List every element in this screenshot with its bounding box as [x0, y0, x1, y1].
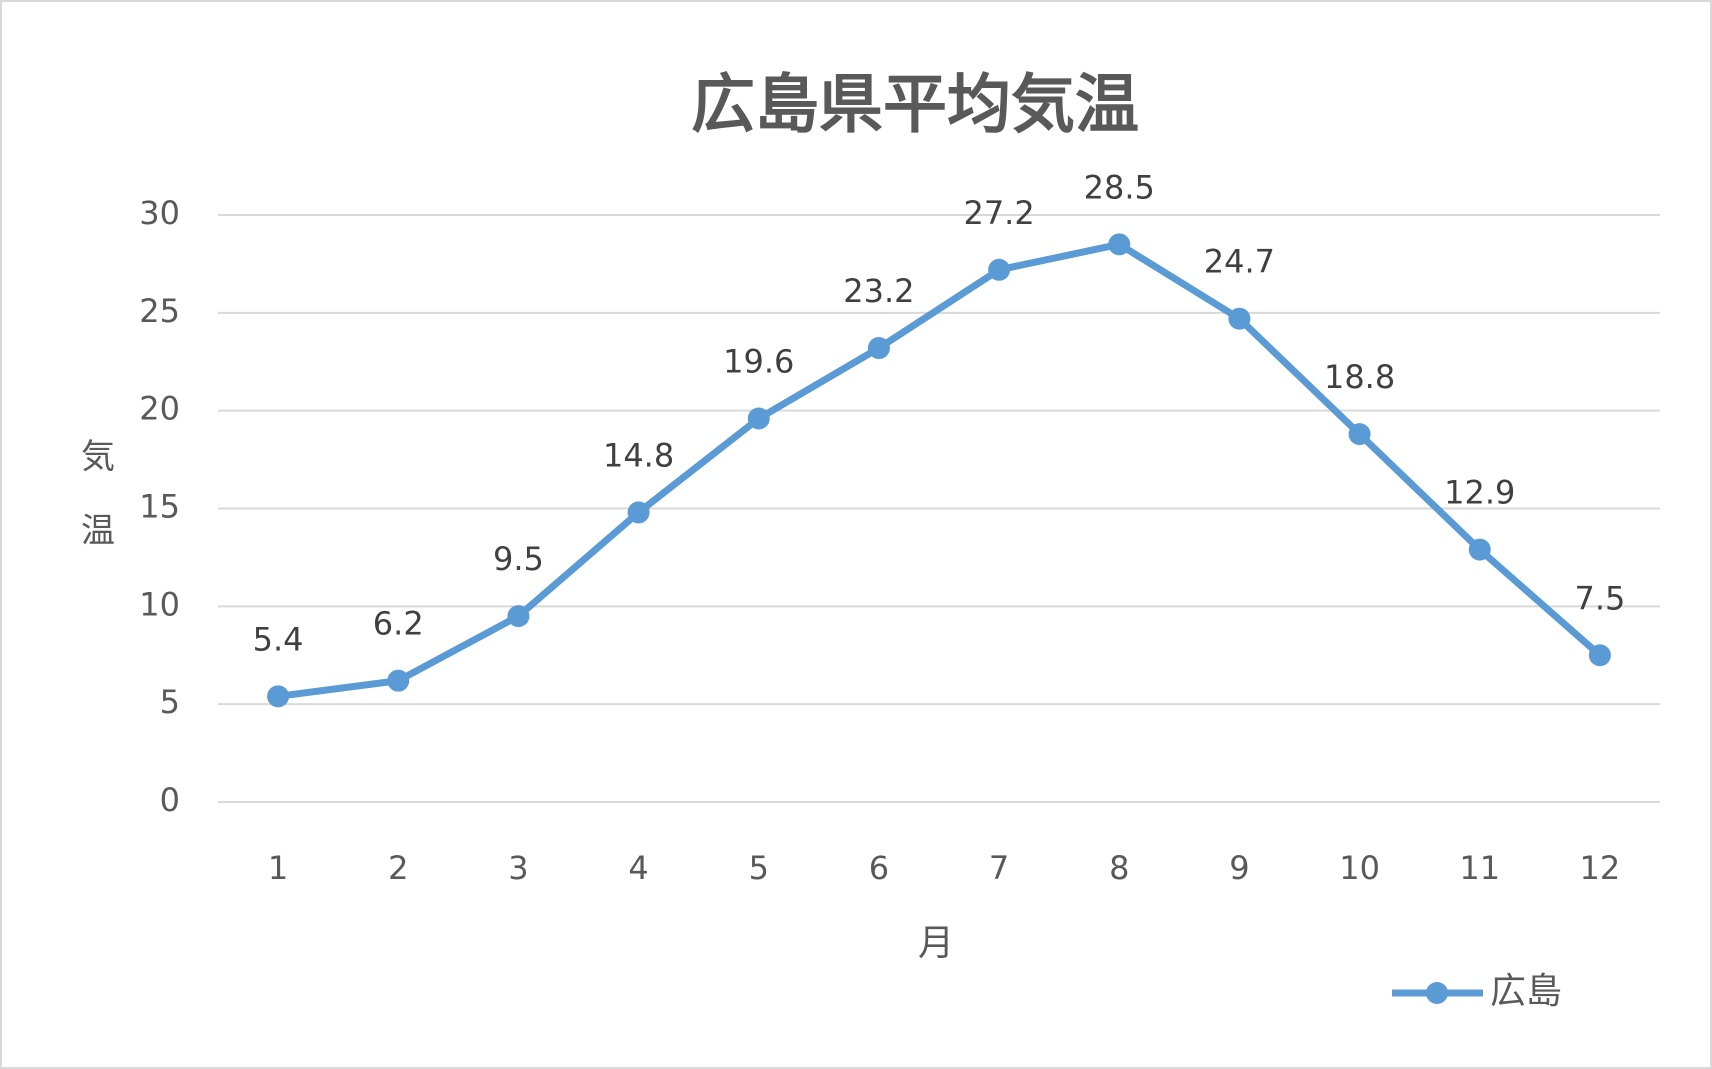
legend-marker	[1426, 982, 1448, 1004]
x-tick-label: 8	[1109, 849, 1129, 887]
x-tick-label: 3	[508, 849, 528, 887]
data-label: 6.2	[373, 605, 424, 643]
x-tick-label: 5	[749, 849, 769, 887]
y-tick-label: 15	[139, 488, 180, 526]
data-point	[387, 669, 410, 692]
data-label: 24.7	[1204, 243, 1275, 281]
data-point	[1588, 644, 1611, 667]
x-tick-label: 9	[1229, 849, 1249, 887]
data-point	[747, 407, 770, 430]
data-label: 7.5	[1574, 579, 1625, 617]
data-label: 5.4	[253, 620, 304, 658]
legend-label: 広島	[1490, 971, 1562, 1012]
data-label: 12.9	[1444, 474, 1515, 512]
data-label: 23.2	[843, 272, 914, 310]
data-label: 19.6	[723, 342, 794, 380]
data-point	[1108, 233, 1131, 256]
data-point	[1228, 307, 1251, 330]
x-tick-label: 12	[1580, 849, 1621, 887]
y-tick-label: 5	[160, 683, 180, 721]
data-label: 18.8	[1324, 358, 1395, 396]
x-tick-label: 11	[1459, 849, 1500, 887]
x-tick-label: 2	[388, 849, 408, 887]
y-tick-label: 20	[139, 390, 180, 428]
data-point	[988, 258, 1011, 281]
x-tick-label: 10	[1339, 849, 1380, 887]
data-point	[1468, 538, 1491, 561]
data-label: 14.8	[603, 436, 674, 474]
y-tick-label: 10	[139, 585, 180, 623]
data-point	[627, 501, 650, 524]
data-label: 28.5	[1084, 168, 1155, 206]
data-point	[867, 337, 890, 360]
data-label: 27.2	[963, 194, 1034, 232]
data-point	[507, 605, 530, 628]
y-tick-label: 25	[139, 292, 180, 330]
x-tick-label: 7	[989, 849, 1009, 887]
x-tick-label: 1	[268, 849, 288, 887]
y-tick-label: 30	[139, 194, 180, 232]
series-line	[277, 240, 1603, 700]
data-point	[267, 685, 290, 708]
x-tick-label: 6	[869, 849, 889, 887]
y-axis-label: 気温	[75, 438, 115, 586]
y-tick-label: 0	[160, 781, 180, 819]
data-label: 9.5	[493, 540, 544, 578]
x-tick-label: 4	[628, 849, 648, 887]
data-point	[1348, 423, 1371, 446]
chart-title: 広島県平均気温	[691, 69, 1139, 143]
x-axis-label: 月	[918, 923, 954, 964]
